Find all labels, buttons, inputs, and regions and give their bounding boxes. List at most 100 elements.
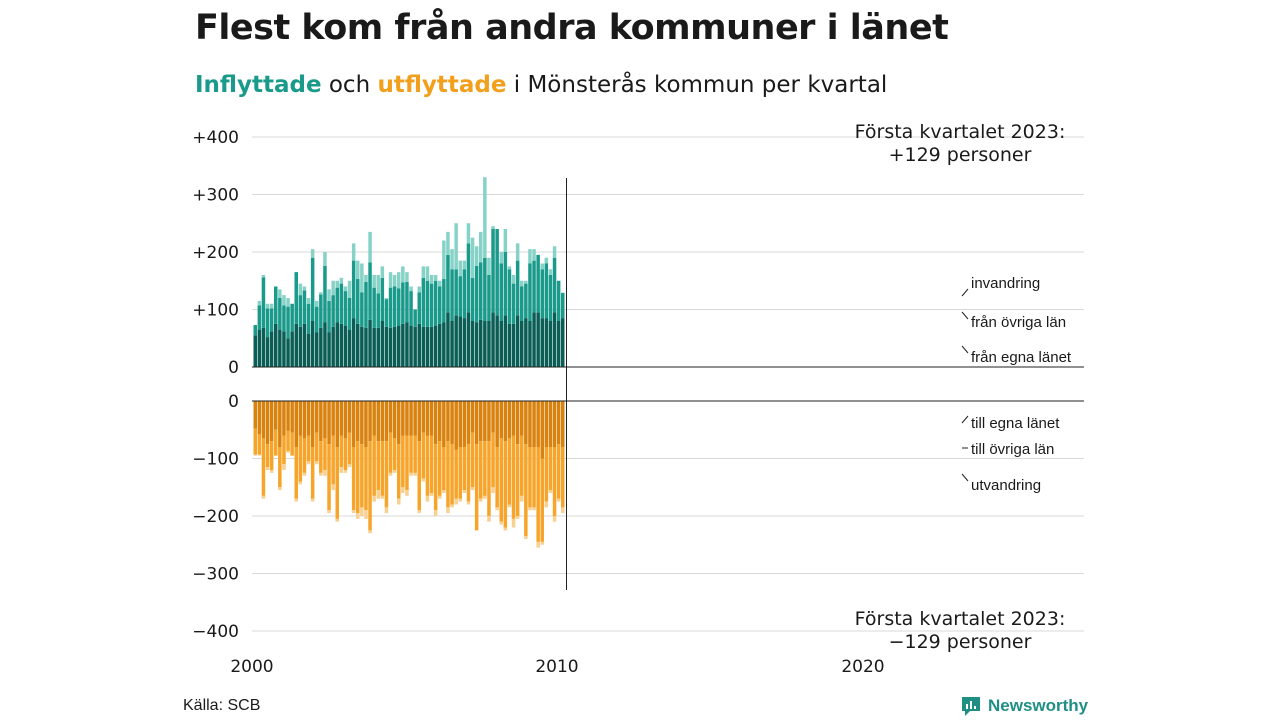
bar-out-own: [380, 401, 385, 442]
bar-out-intl: [462, 490, 467, 493]
bar-out-intl: [458, 498, 462, 502]
bar-out-other: [397, 444, 401, 499]
bar-in-intl: [364, 275, 368, 282]
bar-out-own: [360, 401, 364, 445]
series-leader-line: [961, 415, 969, 424]
subtitle-inflyttade: Inflyttade: [195, 72, 322, 98]
bar-in-own: [405, 322, 409, 367]
bar-in-own: [335, 322, 339, 367]
bar-in-other: [511, 283, 516, 324]
bar-out-other: [257, 434, 262, 455]
bar-in-own: [331, 326, 335, 367]
bar-out-intl: [511, 518, 516, 528]
series-label: från egna länet: [971, 349, 1072, 366]
bar-in-own: [290, 331, 294, 367]
bar-in-intl: [507, 266, 512, 270]
bar-out-own: [356, 401, 360, 442]
brand-logo: Newsworthy: [960, 692, 1088, 720]
bar-in-intl: [319, 292, 323, 295]
bar-out-intl: [278, 487, 282, 491]
bar-in-other: [466, 243, 471, 313]
newsworthy-logo-icon: [962, 697, 980, 716]
bar-out-intl: [515, 516, 520, 519]
bar-in-own: [528, 321, 532, 367]
bar-out-other: [335, 447, 339, 519]
bar-out-other: [470, 432, 475, 488]
bar-in-other: [524, 283, 528, 319]
bar-out-own: [274, 401, 278, 430]
bar-out-other: [351, 447, 356, 511]
bar-out-other: [278, 447, 282, 488]
bar-in-own: [413, 326, 417, 367]
bar-out-intl: [339, 467, 344, 473]
bar-in-intl: [397, 272, 401, 289]
bar-out-other: [315, 432, 319, 462]
bar-out-intl: [491, 487, 495, 493]
bar-in-intl: [331, 280, 335, 296]
bar-out-own: [278, 401, 282, 447]
bar-in-other: [347, 298, 352, 330]
bar-out-intl: [536, 541, 540, 548]
chart-subtitle: Inflyttade och utflyttade i Mönsterås ko…: [195, 72, 887, 98]
bar-in-intl: [499, 252, 503, 264]
bar-in-other: [339, 283, 344, 324]
bar-out-intl: [376, 490, 380, 499]
bar-in-other: [294, 272, 298, 324]
bar-in-intl: [483, 177, 487, 258]
y-tick-label-bottom: −300: [192, 565, 239, 585]
bar-out-intl: [315, 461, 319, 465]
bar-in-own: [360, 326, 364, 367]
bar-out-intl: [294, 498, 298, 502]
bar-out-intl: [310, 498, 315, 502]
bar-out-other: [261, 438, 266, 496]
bar-out-intl: [331, 484, 335, 491]
bar-in-own: [298, 326, 303, 367]
bar-out-other: [347, 432, 352, 465]
bar-out-intl: [257, 454, 262, 456]
bar-out-own: [421, 401, 426, 433]
bar-out-intl: [503, 527, 508, 531]
bar-in-own: [392, 326, 397, 367]
series-leader-line: [961, 473, 969, 482]
bar-in-own: [446, 312, 450, 367]
bar-out-own: [343, 401, 348, 439]
bar-out-other: [556, 444, 561, 499]
series-label: utvandring: [971, 477, 1041, 494]
bar-out-intl: [347, 464, 352, 468]
bar-in-other: [392, 286, 397, 327]
bar-in-intl: [392, 275, 397, 287]
bar-out-own: [298, 401, 303, 436]
bar-out-intl: [360, 507, 364, 516]
bar-in-intl: [384, 298, 389, 300]
source-label: Källa: SCB: [183, 697, 261, 714]
bar-out-own: [294, 401, 298, 447]
bar-in-own: [536, 312, 540, 367]
bar-in-own: [388, 327, 393, 367]
bar-out-own: [532, 401, 536, 447]
bar-in-intl: [327, 289, 331, 301]
bar-out-other: [392, 438, 397, 470]
bar-in-own: [421, 326, 426, 367]
bar-in-own: [470, 321, 475, 367]
bar-out-other: [368, 441, 372, 531]
bar-out-own: [474, 401, 479, 445]
y-tick-label-bottom: 0: [228, 392, 239, 412]
bar-in-own: [458, 316, 462, 367]
annotation-top-line2: +129 personer: [889, 144, 1032, 166]
bar-out-own: [339, 401, 344, 436]
chart-title: Flest kom från andra kommuner i länet: [195, 8, 949, 48]
bar-out-intl: [265, 467, 270, 470]
bar-in-other: [335, 287, 339, 323]
bar-out-other: [446, 441, 450, 508]
bar-in-own: [429, 326, 434, 367]
bar-out-own: [368, 401, 372, 442]
y-tick-label-top: +300: [192, 186, 239, 206]
bar-in-own: [265, 337, 270, 367]
bar-in-other: [265, 308, 270, 338]
bar-out-other: [343, 438, 348, 470]
bar-out-own: [450, 401, 454, 445]
bar-out-intl: [397, 498, 401, 505]
bar-in-other: [261, 277, 266, 328]
bar-out-intl: [323, 470, 327, 476]
y-tick-label-top: +200: [192, 243, 239, 263]
